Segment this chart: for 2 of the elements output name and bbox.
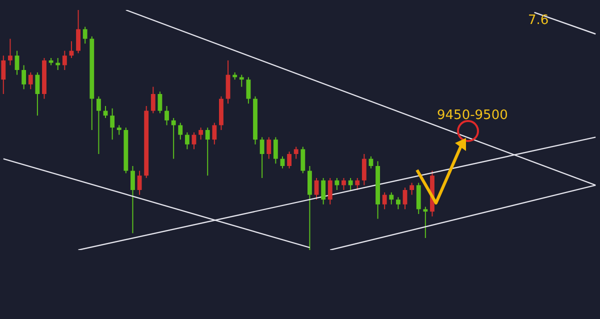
annotation: 7.6 [528,13,549,28]
annotation: 9450-9500 [437,108,508,123]
